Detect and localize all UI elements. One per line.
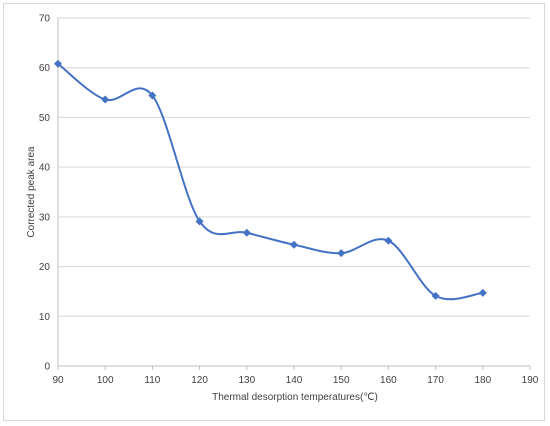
y-tick-label: 20: [39, 262, 51, 273]
series-line: [57, 62, 483, 301]
x-tick-label: 110: [144, 375, 160, 386]
gridlines: [58, 17, 530, 317]
data-point-marker: [195, 217, 204, 226]
x-tick-label: 150: [333, 375, 350, 386]
data-point-marker: [290, 240, 298, 249]
y-tick-label: 70: [39, 14, 51, 25]
x-axis-label: Thermal desorption temperatures(℃): [212, 392, 378, 403]
y-tick-label: 30: [39, 212, 51, 223]
x-tick-label: 130: [238, 375, 255, 386]
x-tick-label: 140: [286, 375, 303, 386]
y-tick-label: 60: [39, 63, 51, 74]
x-tick-label: 180: [474, 375, 491, 386]
data-point-marker: [101, 95, 110, 104]
x-tick-label: 170: [427, 375, 444, 386]
chart-frame: [3, 3, 545, 421]
x-tick-label: 120: [191, 375, 208, 386]
y-axis-ticks: 0 10 20 30 40 50 60 70: [39, 14, 51, 373]
y-tick-label: 40: [39, 163, 51, 174]
y-axis-label: Corrected peak area: [26, 146, 37, 238]
axes: [57, 18, 531, 370]
x-axis-ticks: 90 100 110 120 130 140 150 160 170 180 190: [52, 375, 538, 386]
data-point-marker: [148, 91, 157, 100]
data-point-marker: [478, 288, 487, 297]
data-point-marker: [384, 236, 393, 245]
x-tick-label: 190: [522, 375, 539, 386]
x-tick-label: 100: [97, 375, 114, 386]
data-point-marker: [54, 59, 62, 68]
x-tick-label: 160: [380, 375, 397, 386]
data-point-marker: [431, 291, 440, 300]
y-tick-label: 0: [44, 362, 50, 373]
series-group: [54, 59, 487, 301]
data-point-marker: [337, 249, 346, 258]
y-tick-label: 50: [39, 113, 51, 124]
y-tick-label: 10: [39, 312, 51, 323]
x-tick-label: 90: [52, 375, 64, 386]
data-point-marker: [242, 228, 251, 237]
